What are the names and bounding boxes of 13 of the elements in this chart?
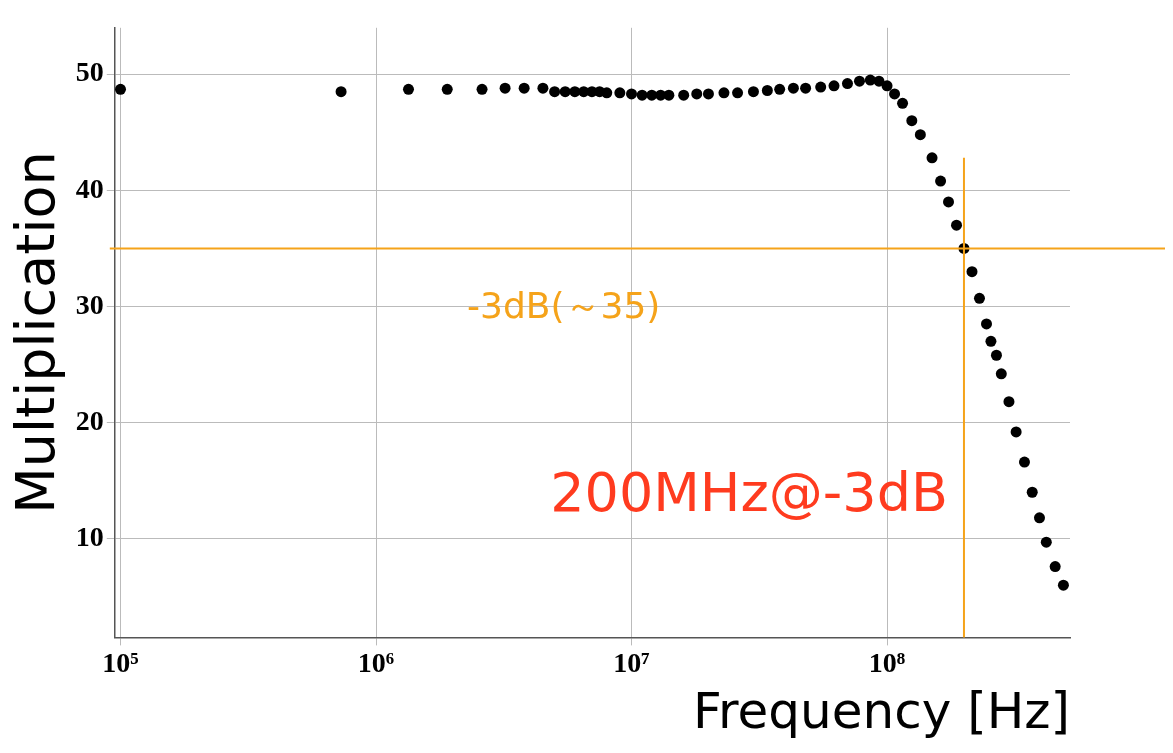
y-tick-label: 20 — [75, 404, 104, 436]
y-axis-title: Multiplication — [4, 151, 68, 514]
y-tick-label: 30 — [75, 288, 104, 320]
x-tick-label: 10⁶ — [357, 647, 395, 679]
ref-line-label: 200MHz@-3dB — [550, 461, 948, 525]
x-tick-label: 10⁵ — [102, 647, 139, 679]
y-tick-label: 50 — [75, 56, 104, 88]
y-tick-label: 10 — [75, 520, 104, 552]
x-axis-title: Frequency [Hz] — [692, 681, 1070, 740]
x-tick-label: 10⁷ — [613, 647, 650, 679]
y-tick-label: 40 — [75, 172, 104, 204]
ref-line-label: -3dB(～35) — [467, 284, 661, 326]
x-tick-label: 10⁸ — [868, 647, 906, 679]
